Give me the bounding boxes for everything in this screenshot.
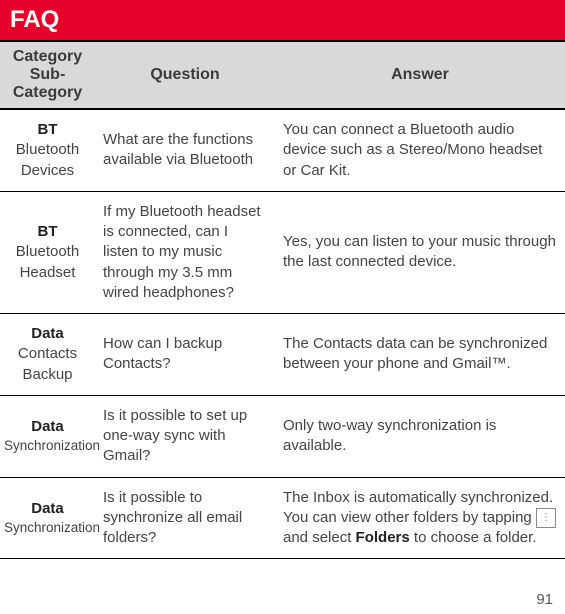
category-cell: DataSynchronization bbox=[0, 477, 95, 559]
question-cell: If my Bluetooth headset is connected, ca… bbox=[95, 191, 275, 313]
question-cell: What are the functions available via Blu… bbox=[95, 109, 275, 191]
faq-title: FAQ bbox=[10, 6, 59, 33]
header-question: Question bbox=[95, 41, 275, 109]
folders-label: Folders bbox=[356, 529, 410, 546]
category-cell: DataContacts Backup bbox=[0, 314, 95, 396]
category-cell: DataSynchronization bbox=[0, 395, 95, 477]
header-category-line1: Category bbox=[13, 48, 82, 65]
category-label: Data bbox=[4, 499, 91, 519]
faq-table: Category Sub-Category Question Answer BT… bbox=[0, 40, 565, 559]
header-category: Category Sub-Category bbox=[0, 41, 95, 109]
category-label: BT bbox=[4, 222, 91, 242]
answer-cell: You can connect a Bluetooth audio device… bbox=[275, 109, 565, 191]
page-number: 91 bbox=[536, 591, 553, 608]
menu-icon: ⋮ bbox=[536, 508, 556, 528]
category-cell: BTBluetooth Devices bbox=[0, 109, 95, 191]
answer-cell: Yes, you can listen to your music throug… bbox=[275, 191, 565, 313]
subcategory-label: Synchronization bbox=[4, 519, 91, 537]
category-label: Data bbox=[4, 417, 91, 437]
category-cell: BTBluetooth Headset bbox=[0, 191, 95, 313]
answer-cell: The Inbox is automatically synchronized.… bbox=[275, 477, 565, 559]
subcategory-label: Bluetooth Devices bbox=[4, 140, 91, 181]
faq-banner: FAQ bbox=[0, 0, 565, 40]
category-label: BT bbox=[4, 120, 91, 140]
table-row: BTBluetooth HeadsetIf my Bluetooth heads… bbox=[0, 191, 565, 313]
table-row: BTBluetooth DevicesWhat are the function… bbox=[0, 109, 565, 191]
table-row: DataSynchronizationIs it possible to set… bbox=[0, 395, 565, 477]
subcategory-label: Bluetooth Headset bbox=[4, 242, 91, 283]
table-row: DataContacts BackupHow can I backup Cont… bbox=[0, 314, 565, 396]
subcategory-label: Synchronization bbox=[4, 437, 91, 455]
table-row: DataSynchronizationIs it possible to syn… bbox=[0, 477, 565, 559]
subcategory-label: Contacts Backup bbox=[4, 344, 91, 385]
question-cell: Is it possible to synchronize all email … bbox=[95, 477, 275, 559]
question-cell: Is it possible to set up one-way sync wi… bbox=[95, 395, 275, 477]
table-header-row: Category Sub-Category Question Answer bbox=[0, 41, 565, 109]
answer-cell: Only two-way synchronization is availabl… bbox=[275, 395, 565, 477]
header-answer: Answer bbox=[275, 41, 565, 109]
category-label: Data bbox=[4, 324, 91, 344]
question-cell: How can I backup Contacts? bbox=[95, 314, 275, 396]
answer-cell: The Contacts data can be synchronized be… bbox=[275, 314, 565, 396]
header-category-line2: Sub-Category bbox=[13, 66, 82, 101]
